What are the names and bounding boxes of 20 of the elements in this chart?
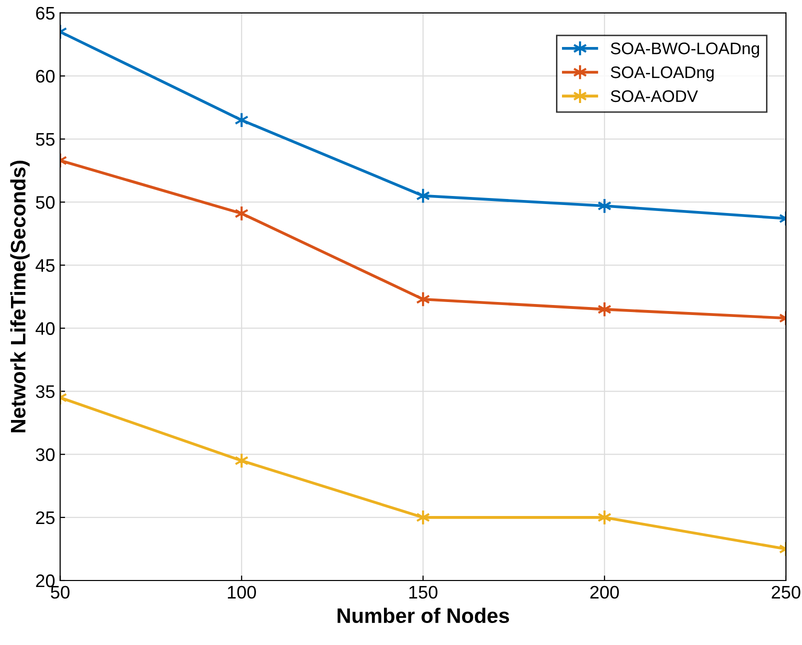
x-tick-label: 200 [590,586,619,599]
x-tick-label: 100 [228,586,256,599]
x-tick-label: 50 [50,586,70,599]
y-tick-label: 35 [36,385,55,398]
y-axis-title: Network LifeTime(Seconds) [10,160,30,432]
y-tick-label: 20 [36,574,55,588]
y-tick-label: 40 [36,322,55,335]
legend-label: SOA-AODV [610,90,698,102]
y-tick-label: 50 [36,196,55,209]
legend-label: SOA-LOADng [610,66,714,82]
x-axis-title: Number of Nodes [338,608,510,624]
x-tick-label: 250 [772,586,800,599]
y-tick-label: 55 [36,133,55,146]
y-tick-label: 45 [36,259,55,272]
y-tick-label: 30 [36,448,55,462]
x-tick-label: 150 [409,586,438,599]
y-tick-label: 60 [36,70,55,83]
legend-label: SOA-BWO-LOADng [610,42,759,58]
y-tick-label: 65 [36,6,55,20]
y-tick-label: 25 [36,511,55,524]
